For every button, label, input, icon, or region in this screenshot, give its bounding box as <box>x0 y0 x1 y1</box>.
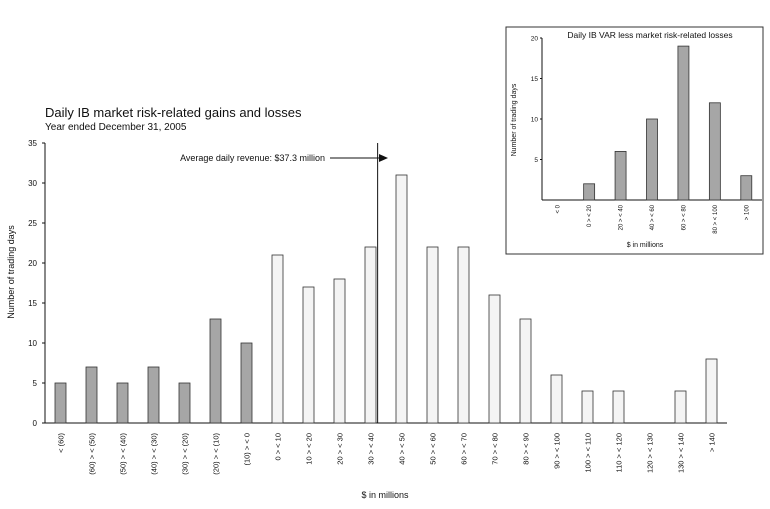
main-y-tick-label: 10 <box>28 339 37 348</box>
main-category-label: (10) > < 0 <box>243 433 252 466</box>
main-bar <box>519 318 532 424</box>
inset-category-label: 20 > < 40 <box>619 204 625 230</box>
main-bar <box>705 358 718 424</box>
inset-category-labels: < 0 0 > < 20 20 > < 40 40 > < 60 60 > < 80 80… <box>556 204 751 233</box>
main-category-label: (50) > < (40) <box>119 432 128 474</box>
inset-y-axis-label: Number of trading days <box>511 83 518 156</box>
main-bar <box>271 254 284 424</box>
main-category-label: > 140 <box>708 433 717 452</box>
main-chart-title: Daily IB market risk-related gains and l… <box>45 105 302 120</box>
inset-category-label: 60 > < 80 <box>681 204 687 230</box>
main-category-labels: < (60) (60) > < (50) (50) > < (40) (40) > <… <box>57 432 717 474</box>
main-y-axis-label: Number of trading days <box>6 225 16 319</box>
main-category-label: 50 > < 60 <box>429 433 438 465</box>
inset-category-label: 40 > < 60 <box>650 204 656 230</box>
inset-y-tick-label: 10 <box>531 117 539 124</box>
main-bar <box>116 382 129 424</box>
main-category-label: 40 > < 50 <box>398 433 407 465</box>
main-y-tick-label: 25 <box>28 219 37 228</box>
main-y-tick-label: 30 <box>28 179 37 188</box>
main-category-label: 130 > < 140 <box>677 433 686 473</box>
main-category-label: 80 > < 90 <box>522 433 531 465</box>
main-bar <box>147 366 160 424</box>
main-bar <box>364 246 377 424</box>
main-category-label: (40) > < (30) <box>150 432 159 474</box>
main-category-label: 120 > < 130 <box>646 433 655 473</box>
inset-category-label: 0 > < 20 <box>587 204 593 227</box>
main-bar <box>457 246 470 424</box>
main-category-label: 100 > < 110 <box>584 433 593 472</box>
inset-bar <box>614 150 627 201</box>
main-bar <box>426 246 439 424</box>
main-bar <box>395 174 408 424</box>
inset-y-tick-label: 5 <box>534 157 538 164</box>
inset-bar <box>740 175 753 201</box>
annotation-arrowhead <box>379 154 388 162</box>
main-category-label: 110 > < 120 <box>615 433 624 472</box>
main-category-label: 0 > < 10 <box>274 433 283 461</box>
main-bar <box>54 382 67 424</box>
inset-x-axis-label: $ in millions <box>627 242 664 249</box>
main-category-label: 60 > < 70 <box>460 433 469 465</box>
main-y-tick-label: 20 <box>28 259 37 268</box>
main-y-tick-label: 0 <box>33 419 38 428</box>
main-category-label: (30) > < (20) <box>181 432 190 474</box>
main-category-label: 10 > < 20 <box>305 433 314 465</box>
main-category-label: 20 > < 30 <box>336 433 345 465</box>
main-category-label: (20) > < (10) <box>212 432 221 474</box>
inset-category-label: 80 > < 100 <box>713 204 719 233</box>
main-y-tick-label: 15 <box>28 299 37 308</box>
main-category-label: < (60) <box>57 433 66 453</box>
main-bar <box>240 342 253 424</box>
main-bars <box>54 174 718 424</box>
main-bar <box>581 390 594 424</box>
inset-bars <box>583 45 753 201</box>
main-bar <box>85 366 98 424</box>
inset-chart-title: Daily IB VAR less market risk-related lo… <box>567 30 732 40</box>
inset-bar <box>677 45 690 201</box>
main-chart-subtitle: Year ended December 31, 2005 <box>45 122 187 133</box>
main-category-label: 30 > < 40 <box>367 433 376 465</box>
inset-bar <box>646 118 658 201</box>
main-x-axis-label: $ in millions <box>361 490 409 500</box>
inset-category-label: > 100 <box>744 204 750 220</box>
main-category-label: 90 > < 100 <box>553 433 562 469</box>
main-bar <box>488 294 501 424</box>
main-y-tick-label: 35 <box>28 139 37 148</box>
main-bar <box>612 390 625 424</box>
inset-category-label: < 0 <box>556 204 562 213</box>
inset-y-tick-label: 20 <box>531 36 539 43</box>
main-bar <box>550 374 563 424</box>
average-revenue-annotation: Average daily revenue: $37.3 million <box>180 153 325 163</box>
main-bar <box>302 286 315 424</box>
main-y-tick-label: 5 <box>33 379 38 388</box>
main-bar <box>209 318 222 424</box>
main-bar <box>333 278 346 424</box>
main-category-label: (60) > < (50) <box>88 432 97 474</box>
inset-y-tick-label: 15 <box>531 76 539 83</box>
inset-chart-frame <box>505 26 764 255</box>
inset-bar <box>583 183 596 201</box>
main-category-label: 70 > < 80 <box>491 433 500 465</box>
main-bar <box>674 390 687 424</box>
main-bar <box>178 382 191 424</box>
inset-bar <box>708 102 721 201</box>
